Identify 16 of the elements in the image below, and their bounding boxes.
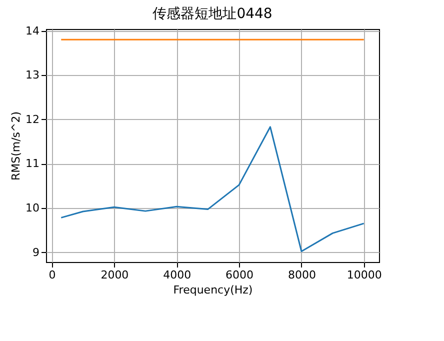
- chart-title: 传感器短地址0448: [152, 6, 272, 22]
- x-tick-label: 0: [48, 268, 56, 282]
- y-tick-label: 13: [26, 68, 40, 82]
- line-series: [60, 126, 365, 252]
- x-tick-label: 4000: [163, 268, 192, 282]
- y-tick-label: 9: [32, 246, 40, 259]
- x-tick-label: 6000: [226, 268, 254, 282]
- y-tick-label: 12: [26, 112, 40, 126]
- y-tick-label: 11: [26, 157, 40, 170]
- y-tick-label: 10: [26, 201, 40, 214]
- x-axis-title: Frequency(Hz): [173, 284, 253, 296]
- y-axis-title: RMS(m/s^2): [10, 111, 23, 181]
- x-tick-label: 2000: [100, 268, 129, 282]
- y-tick-label: 14: [26, 24, 40, 38]
- x-tick-label: 10000: [346, 268, 382, 282]
- x-tick-label: 8000: [288, 268, 316, 282]
